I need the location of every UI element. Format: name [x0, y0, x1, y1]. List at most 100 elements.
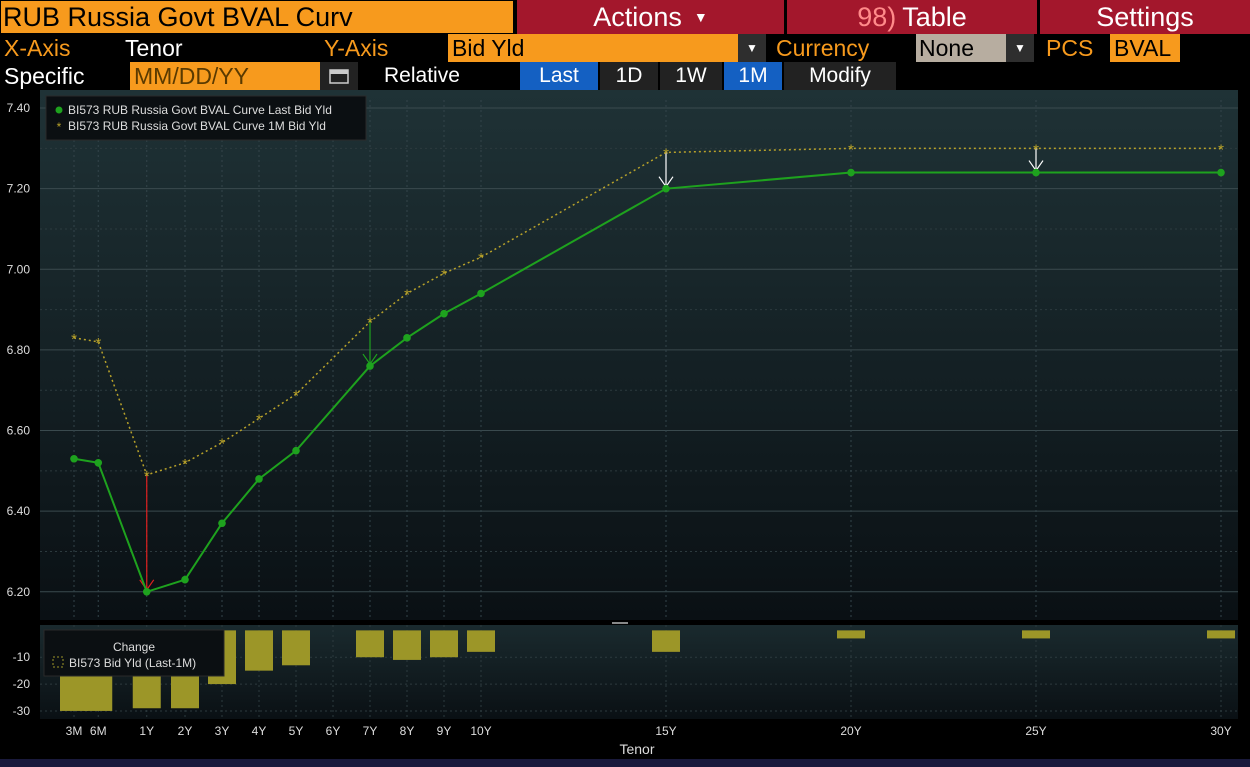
legend-last-label: BI573 RUB Russia Govt BVAL Curve Last Bi… [68, 103, 332, 117]
data-point-star: * [256, 411, 262, 428]
tab-1m[interactable]: 1M [722, 62, 782, 90]
x-tick-label: 3Y [215, 724, 230, 738]
data-point-star: * [293, 387, 299, 404]
legend-dot-icon [55, 106, 63, 114]
data-point-star: * [144, 468, 150, 485]
modify-button[interactable]: Modify [782, 62, 896, 90]
currency-label: Currency [776, 34, 870, 61]
change-bar [467, 630, 495, 652]
legend-change-title: Change [113, 640, 155, 654]
x-tick-label: 20Y [840, 724, 861, 738]
currency-field[interactable]: None [916, 34, 1006, 62]
bottom-status-bar [0, 759, 1250, 767]
table-button[interactable]: 98) Table [784, 0, 1037, 34]
data-point [218, 519, 226, 528]
data-point [292, 446, 300, 455]
data-point-star: * [848, 141, 854, 158]
data-point [255, 475, 263, 483]
data-point [70, 454, 78, 463]
yaxis-label: Y-Axis [324, 34, 389, 61]
yaxis-dropdown-icon[interactable]: ▼ [738, 34, 766, 62]
y-tick-label: 7.40 [7, 101, 31, 115]
security-title-field[interactable]: RUB Russia Govt BVAL Curv [0, 0, 514, 34]
xaxis-value[interactable]: Tenor [125, 34, 183, 61]
data-point [403, 334, 411, 342]
x-tick-label: 3M [66, 724, 83, 738]
data-point-star: * [71, 331, 77, 348]
x-tick-label: 6Y [326, 724, 341, 738]
change-bar [1207, 630, 1235, 639]
data-point-star: * [1218, 141, 1224, 158]
data-point [440, 309, 448, 318]
change-bar [1022, 630, 1050, 639]
table-label: Table [902, 1, 967, 32]
data-point [181, 575, 189, 584]
data-point-star: * [1033, 141, 1039, 158]
lower-y-tick-label: -10 [13, 650, 31, 664]
chevron-down-icon: ▼ [693, 9, 708, 25]
change-bar [393, 630, 421, 660]
change-bar [430, 630, 458, 658]
y-tick-label: 6.80 [7, 343, 31, 357]
calendar-icon[interactable] [320, 62, 358, 90]
actions-button[interactable]: Actions ▼ [514, 0, 784, 34]
actions-label: Actions [593, 1, 682, 32]
lower-legend: Change BI573 Bid Yld (Last-1M) [43, 629, 225, 677]
upper-legend: BI573 RUB Russia Govt BVAL Curve Last Bi… [45, 95, 367, 141]
upper-plot-area [40, 90, 1238, 620]
data-point [847, 168, 855, 177]
x-tick-label: 1Y [139, 724, 154, 738]
change-bar [245, 630, 273, 671]
series-1m-line [73, 147, 1221, 476]
pcs-field[interactable]: BVAL [1110, 34, 1180, 62]
relative-label: Relative [384, 64, 460, 87]
x-axis-title: Tenor [619, 741, 654, 757]
date-input[interactable]: MM/DD/YY [130, 62, 320, 90]
x-tick-label: 7Y [363, 724, 378, 738]
data-point-star: * [367, 315, 373, 332]
data-point [94, 458, 103, 467]
x-tick-label: 25Y [1025, 724, 1046, 738]
data-point-star: * [404, 286, 410, 303]
y-tick-label: 7.00 [7, 262, 31, 276]
data-point-star: * [95, 335, 101, 352]
data-point-star: * [182, 456, 188, 473]
x-tick-label: 6M [90, 724, 107, 738]
tab-last[interactable]: Last [518, 62, 598, 90]
y-tick-label: 6.20 [7, 585, 31, 599]
yaxis-field[interactable]: Bid Yld [448, 34, 738, 62]
specific-label: Specific [4, 62, 85, 89]
y-tick-label: 6.40 [7, 504, 31, 518]
data-point-star: * [478, 250, 484, 267]
x-tick-label: 9Y [437, 724, 452, 738]
tab-1d[interactable]: 1D [598, 62, 658, 90]
y-tick-label: 6.60 [7, 424, 31, 438]
data-point [142, 587, 151, 596]
data-point-star: * [441, 266, 447, 283]
data-point [366, 362, 374, 370]
tab-1w[interactable]: 1W [658, 62, 722, 90]
currency-dropdown-icon[interactable]: ▼ [1006, 34, 1034, 62]
legend-bar-icon [52, 656, 64, 668]
settings-button[interactable]: Settings [1037, 0, 1250, 34]
data-point [1217, 168, 1225, 177]
settings-label: Settings [1096, 1, 1194, 32]
data-point [477, 289, 485, 298]
x-tick-label: 4Y [252, 724, 267, 738]
x-tick-label: 5Y [289, 724, 304, 738]
x-tick-label: 10Y [470, 724, 491, 738]
table-number: 98) [857, 1, 897, 32]
data-point-star: * [663, 145, 669, 162]
yield-curve-chart: 7.40 7.20 7.00 6.80 6.60 6.40 6.20 -10 -20 -30 3M… [7, 90, 1238, 757]
x-tick-label: 30Y [1210, 724, 1231, 738]
change-bar [652, 630, 680, 652]
legend-change-label: BI573 Bid Yld (Last-1M) [69, 656, 196, 670]
legend-star-icon: * [57, 120, 62, 134]
data-point [1032, 168, 1040, 177]
lower-y-tick-label: -20 [13, 677, 31, 691]
legend-1m-label: BI573 RUB Russia Govt BVAL Curve 1M Bid … [68, 119, 326, 133]
lower-plot-area [40, 625, 1238, 719]
xaxis-label: X-Axis [4, 34, 71, 61]
y-tick-label: 7.20 [7, 182, 31, 196]
lower-y-tick-label: -30 [13, 704, 31, 718]
